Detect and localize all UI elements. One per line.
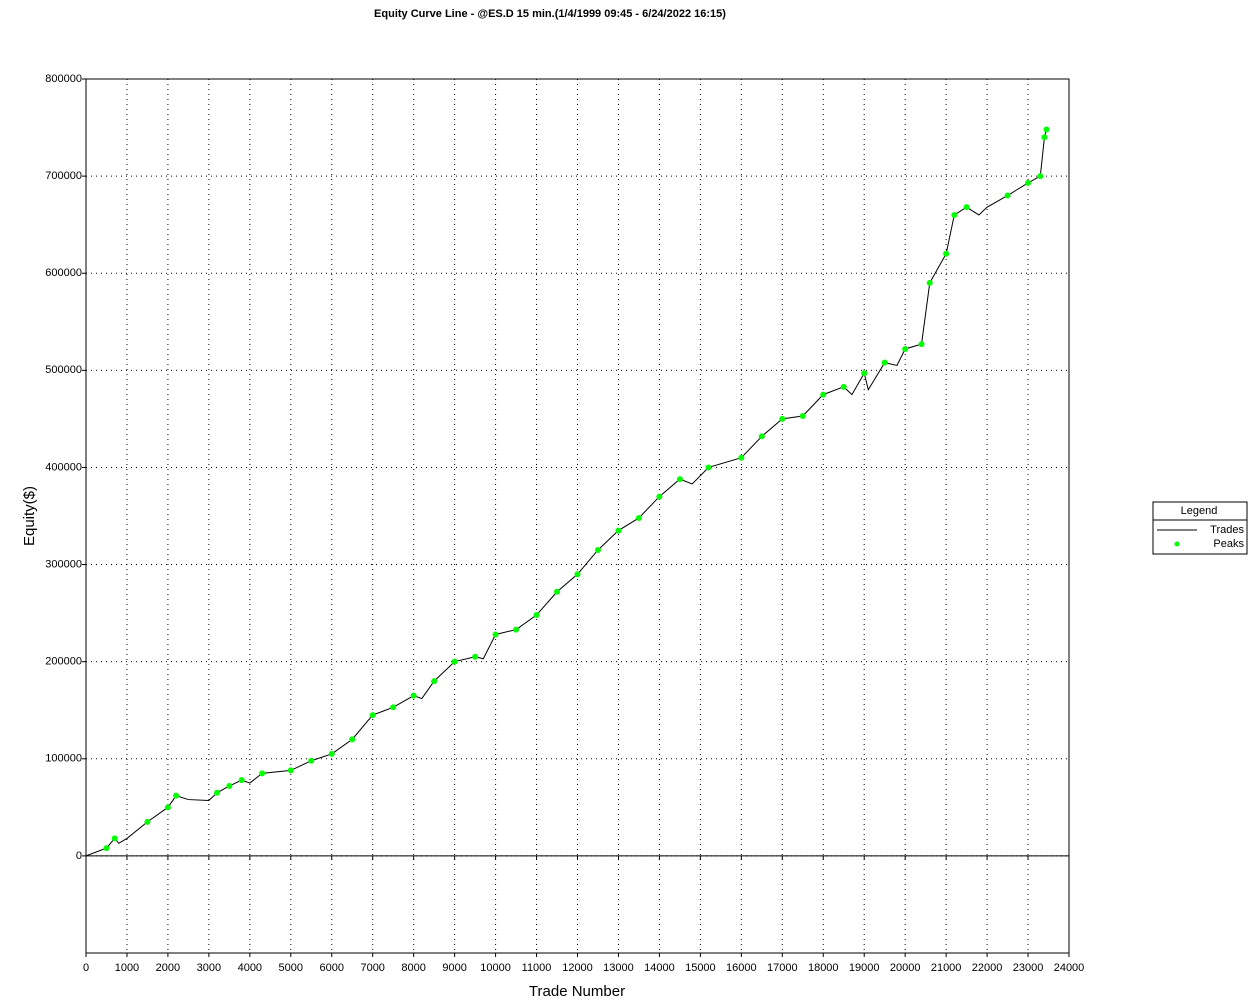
x-tick-label: 0 — [83, 962, 89, 974]
peak-dot — [390, 704, 397, 711]
peak-dot — [554, 588, 561, 595]
x-tick-label: 18000 — [808, 962, 839, 974]
peak-dot — [594, 546, 601, 553]
x-tick-label: 21000 — [931, 962, 962, 974]
peak-dot — [705, 464, 712, 471]
peak-dot — [902, 345, 909, 352]
peak-dot — [758, 433, 765, 440]
peak-dot — [635, 514, 642, 521]
peak-dot — [840, 383, 847, 390]
x-tick-label: 15000 — [685, 962, 716, 974]
x-tick-label: 14000 — [644, 962, 675, 974]
peak-dot — [656, 493, 663, 500]
peak-dot — [799, 412, 806, 419]
peak-dot — [533, 612, 540, 619]
x-tick-label: 4000 — [238, 962, 262, 974]
peak-dot — [1043, 126, 1050, 133]
peak-dot — [676, 476, 683, 483]
x-tick-label: 13000 — [603, 962, 634, 974]
y-tick-label: 200000 — [45, 656, 82, 668]
peak-dot — [144, 818, 151, 825]
plot-frame — [85, 78, 1070, 954]
peak-dot — [111, 835, 118, 842]
equity-line — [85, 129, 1047, 857]
peak-dot — [820, 391, 827, 398]
peak-dot — [615, 527, 622, 534]
y-tick-label: 600000 — [45, 267, 82, 279]
peak-dot — [349, 736, 356, 743]
x-tick-label: 1000 — [115, 962, 139, 974]
peak-dot — [779, 415, 786, 422]
peak-dot — [513, 626, 520, 633]
y-tick-label: 500000 — [45, 364, 82, 376]
x-tick-label: 16000 — [726, 962, 757, 974]
peak-dot — [1004, 192, 1011, 199]
peak-dot — [1037, 173, 1044, 180]
x-tick-label: 11000 — [522, 962, 552, 974]
y-tick-label: 400000 — [45, 461, 82, 473]
x-tick-label: 3000 — [197, 962, 221, 974]
peak-dot — [369, 712, 376, 719]
peak-dot — [861, 370, 868, 377]
x-tick-label: 10000 — [480, 962, 511, 974]
peak-dot — [881, 359, 888, 366]
peak-dot — [1041, 134, 1048, 141]
chart-title: Equity Curve Line - @ES.D 15 min.(1/4/19… — [374, 8, 726, 20]
x-tick-label: 5000 — [279, 962, 303, 974]
peak-dot — [918, 341, 925, 348]
peak-dot — [238, 777, 245, 784]
peak-dot — [308, 757, 315, 764]
peak-dot — [214, 789, 221, 796]
legend-title: Legend — [1181, 505, 1218, 517]
peak-dot — [1025, 179, 1032, 186]
x-tick-label: 24000 — [1054, 962, 1085, 974]
y-tick-label: 300000 — [45, 558, 82, 570]
x-tick-label: 9000 — [442, 962, 466, 974]
legend-label: Trades — [1210, 524, 1244, 536]
peak-dot — [926, 279, 933, 286]
y-tick-label: 700000 — [45, 170, 82, 182]
peak-dot — [164, 804, 171, 811]
peak-dot — [963, 204, 970, 211]
x-tick-label: 17000 — [767, 962, 798, 974]
peak-dot — [943, 250, 950, 257]
legend-marker — [1174, 541, 1180, 547]
peak-dot — [492, 631, 499, 638]
x-tick-label: 12000 — [562, 962, 593, 974]
peak-dot — [410, 692, 417, 699]
x-tick-label: 23000 — [1013, 962, 1044, 974]
x-tick-label: 20000 — [890, 962, 921, 974]
x-tick-label: 2000 — [156, 962, 180, 974]
peak-dot — [328, 750, 335, 757]
x-tick-label: 6000 — [320, 962, 344, 974]
peak-dot — [451, 658, 458, 665]
peak-dot — [287, 767, 294, 774]
x-axis-title: Trade Number — [529, 983, 625, 1000]
y-axis-title: Equity($) — [21, 486, 38, 546]
x-tick-label: 8000 — [401, 962, 425, 974]
x-tick-label: 7000 — [360, 962, 384, 974]
y-tick-label: 100000 — [45, 753, 82, 765]
peak-dot — [951, 211, 958, 218]
peak-dot — [259, 770, 266, 777]
peak-dot — [574, 571, 581, 578]
x-tick-label: 22000 — [972, 962, 1003, 974]
legend-label: Peaks — [1213, 538, 1244, 550]
peak-dot — [431, 678, 438, 685]
y-tick-label: 0 — [76, 850, 82, 862]
y-tick-label: 800000 — [45, 73, 82, 85]
peak-dot — [226, 782, 233, 789]
legend-box — [1152, 501, 1248, 555]
x-tick-label: 19000 — [849, 962, 880, 974]
peak-dot — [173, 792, 180, 799]
peak-dot — [103, 845, 110, 852]
peak-dot — [472, 653, 479, 660]
peak-dot — [738, 454, 745, 461]
